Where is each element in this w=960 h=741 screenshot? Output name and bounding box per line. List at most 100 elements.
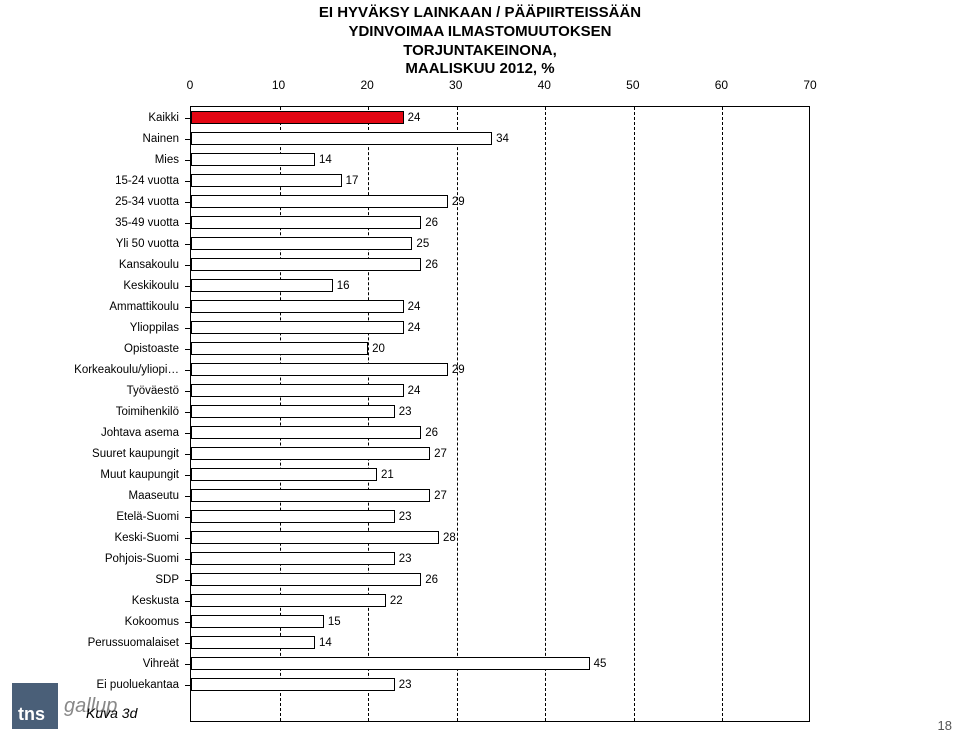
figure-label: Kuva 3d (86, 705, 137, 721)
bar-value: 27 (430, 490, 447, 502)
bar (191, 426, 421, 439)
category-label: Yli 50 vuotta (0, 238, 179, 250)
y-tick (185, 118, 191, 119)
category-label: Suuret kaupungit (0, 448, 179, 460)
y-tick (185, 391, 191, 392)
bar (191, 678, 395, 691)
category-label: Keskikoulu (0, 280, 179, 292)
category-label: Nainen (0, 133, 179, 145)
bar-value: 29 (448, 364, 465, 376)
bar-row: Keskikoulu16 (191, 279, 809, 292)
bar-value: 23 (395, 406, 412, 418)
bar (191, 405, 395, 418)
category-label: Johtava asema (0, 427, 179, 439)
y-tick (185, 328, 191, 329)
x-tick-label: 0 (187, 78, 194, 92)
bar (191, 384, 404, 397)
bar-value: 23 (395, 553, 412, 565)
bar (191, 111, 404, 124)
bar-row: Toimihenkilö23 (191, 405, 809, 418)
bar (191, 531, 439, 544)
tns-logo-square (12, 683, 58, 729)
bar-value: 45 (590, 658, 607, 670)
bar-row: Nainen34 (191, 132, 809, 145)
bar-row: Kaikki24 (191, 111, 809, 124)
y-tick (185, 538, 191, 539)
bar (191, 321, 404, 334)
category-label: Mies (0, 154, 179, 166)
bar-row: Kokoomus15 (191, 615, 809, 628)
bar-value: 16 (333, 280, 350, 292)
bar-row: Ylioppilas24 (191, 321, 809, 334)
chart-title: EI HYVÄKSY LAINKAAN / PÄÄPIIRTEISSÄÄN YD… (0, 0, 960, 79)
category-label: Pohjois-Suomi (0, 553, 179, 565)
category-label: Ammattikoulu (0, 301, 179, 313)
category-label: Maaseutu (0, 490, 179, 502)
bar-row: Kansakoulu26 (191, 258, 809, 271)
category-label: 15-24 vuotta (0, 175, 179, 187)
category-label: SDP (0, 574, 179, 586)
category-label: Korkeakoulu/yliopi… (0, 364, 179, 376)
bar-row: 25-34 vuotta29 (191, 195, 809, 208)
bar-value: 23 (395, 511, 412, 523)
y-tick (185, 160, 191, 161)
bar-row: SDP26 (191, 573, 809, 586)
y-tick (185, 307, 191, 308)
category-label: Keskusta (0, 595, 179, 607)
bar-value: 24 (404, 322, 421, 334)
category-label: 35-49 vuotta (0, 217, 179, 229)
bar-row: Perussuomalaiset14 (191, 636, 809, 649)
category-label: Ylioppilas (0, 322, 179, 334)
y-tick (185, 349, 191, 350)
bar-row: Keski-Suomi28 (191, 531, 809, 544)
bar-value: 26 (421, 574, 438, 586)
bar-value: 20 (368, 343, 385, 355)
bar-value: 25 (412, 238, 429, 250)
category-label: 25-34 vuotta (0, 196, 179, 208)
bar (191, 447, 430, 460)
x-tick-label: 70 (803, 78, 816, 92)
y-tick (185, 370, 191, 371)
bar-value: 21 (377, 469, 394, 481)
x-tick-label: 20 (360, 78, 373, 92)
bar-value: 15 (324, 616, 341, 628)
bar-value: 34 (492, 133, 509, 145)
bar-row: 15-24 vuotta17 (191, 174, 809, 187)
bar-row: Opistoaste20 (191, 342, 809, 355)
bar (191, 468, 377, 481)
bar (191, 363, 448, 376)
x-tick-label: 50 (626, 78, 639, 92)
category-label: Vihreät (0, 658, 179, 670)
bar-row: Suuret kaupungit27 (191, 447, 809, 460)
plot-area: Kaikki24 Nainen34 Mies14 15-24 vuotta17 25-3… (190, 106, 810, 722)
bar-value: 29 (448, 196, 465, 208)
bar-row: Yli 50 vuotta25 (191, 237, 809, 250)
x-tick-label: 60 (715, 78, 728, 92)
bar (191, 216, 421, 229)
bar (191, 132, 492, 145)
bar-row: Mies14 (191, 153, 809, 166)
bar-row: Pohjois-Suomi23 (191, 552, 809, 565)
y-tick (185, 685, 191, 686)
bar (191, 279, 333, 292)
bar-row: Ei puoluekantaa23 (191, 678, 809, 691)
y-tick (185, 202, 191, 203)
y-tick (185, 223, 191, 224)
y-tick (185, 643, 191, 644)
y-tick (185, 622, 191, 623)
bar-row: Työväestö24 (191, 384, 809, 397)
bar-value: 24 (404, 112, 421, 124)
page-number: 18 (938, 718, 952, 733)
bar (191, 258, 421, 271)
y-tick (185, 412, 191, 413)
y-tick (185, 244, 191, 245)
title-line: EI HYVÄKSY LAINKAAN / PÄÄPIIRTEISSÄÄN (0, 4, 960, 23)
bar-value: 24 (404, 385, 421, 397)
category-label: Muut kaupungit (0, 469, 179, 481)
bar (191, 552, 395, 565)
y-tick (185, 496, 191, 497)
y-tick (185, 517, 191, 518)
category-label: Opistoaste (0, 343, 179, 355)
bar-row: Etelä-Suomi23 (191, 510, 809, 523)
bar (191, 657, 590, 670)
